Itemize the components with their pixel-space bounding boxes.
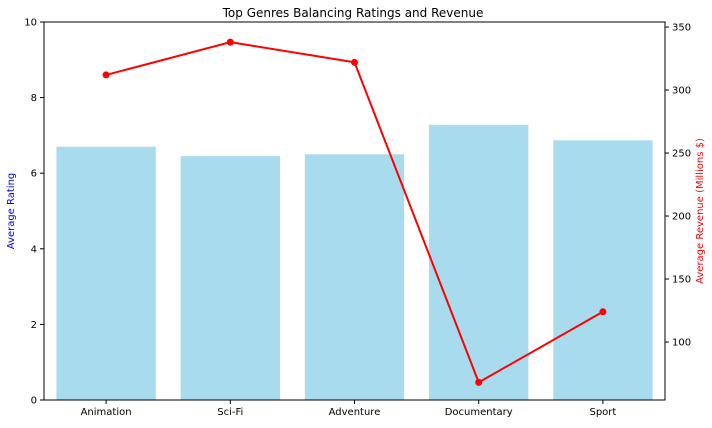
right-tick-label: 300 (672, 86, 691, 97)
left-tick-label: 2 (31, 320, 37, 331)
revenue-point-documentary (475, 378, 483, 386)
bar-sci-fi (180, 156, 280, 400)
x-tick-label: Sci-Fi (217, 407, 243, 418)
axes-layer: 0 2 4 6 8 10 100 150 200 250 300 350 Animation Sci-Fi… (24, 18, 691, 419)
bars-layer (56, 124, 653, 400)
right-tick-label: 200 (672, 212, 691, 223)
bar-adventure (304, 154, 405, 400)
right-tick-label: 250 (672, 149, 691, 160)
left-tick-label: 0 (31, 396, 37, 407)
bar-documentary (429, 124, 529, 400)
right-tick-label: 350 (672, 23, 691, 34)
x-tick-label: Adventure (329, 407, 381, 418)
left-tick-label: 8 (31, 93, 37, 104)
revenue-point-animation (102, 71, 110, 79)
x-tick-label: Animation (81, 407, 132, 418)
right-tick-label: 100 (672, 338, 691, 349)
line-layer (102, 38, 607, 386)
left-axis-label: Average Rating (6, 173, 17, 249)
chart-title: Top Genres Balancing Ratings and Revenue (222, 6, 484, 20)
bar-animation (56, 146, 156, 400)
right-tick-label: 150 (672, 275, 691, 286)
x-tick-label: Sport (589, 407, 616, 418)
left-tick-label: 6 (31, 169, 37, 180)
right-axis-label: Average Revenue (Millions $) (695, 138, 706, 284)
revenue-point-adventure (351, 58, 358, 66)
x-tick-label: Documentary (445, 407, 513, 418)
bar-sport (553, 140, 653, 400)
revenue-point-sport (599, 308, 607, 316)
revenue-point-sci-fi (226, 38, 234, 46)
left-tick-label: 4 (31, 244, 37, 255)
left-tick-label: 10 (24, 18, 37, 29)
